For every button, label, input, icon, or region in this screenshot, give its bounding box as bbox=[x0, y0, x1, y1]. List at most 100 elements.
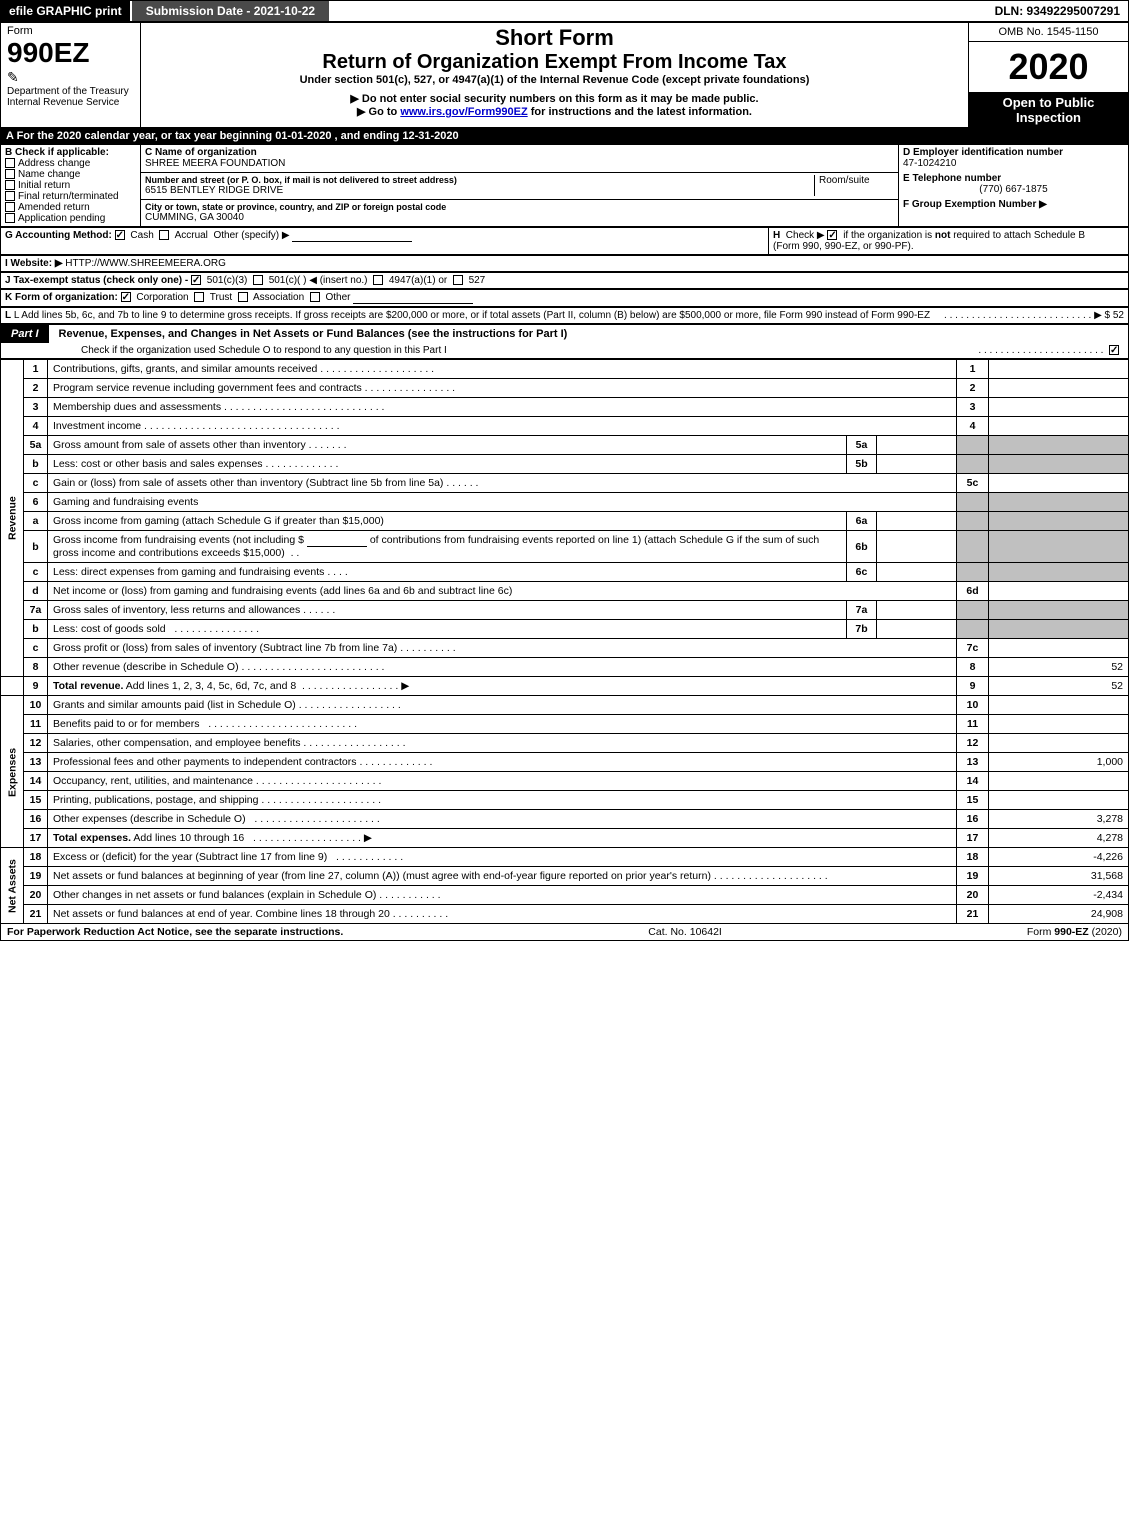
line-10-ref: 10 bbox=[957, 696, 989, 715]
line-6a-sub: 6a bbox=[847, 512, 877, 531]
opt-501c: 501(c)( ) ◀ (insert no.) bbox=[269, 275, 368, 286]
line-19-num: 19 bbox=[24, 867, 48, 886]
opt-501c3: 501(c)(3) bbox=[207, 275, 248, 286]
section-f-label: F Group Exemption Number ▶ bbox=[903, 199, 1124, 210]
line-6d-amt bbox=[989, 582, 1129, 601]
line-6c-num: c bbox=[24, 563, 48, 582]
checkbox-corporation[interactable] bbox=[121, 292, 131, 302]
line-7c-ref: 7c bbox=[957, 639, 989, 658]
line-12-text: Salaries, other compensation, and employ… bbox=[53, 737, 300, 749]
section-c-city-label: City or town, state or province, country… bbox=[145, 202, 894, 212]
checkbox-application-pending[interactable] bbox=[5, 213, 15, 223]
line-6b-subval bbox=[877, 531, 957, 563]
checkbox-initial-return[interactable] bbox=[5, 180, 15, 190]
org-name: SHREE MEERA FOUNDATION bbox=[145, 158, 894, 169]
part-1-title: Revenue, Expenses, and Changes in Net As… bbox=[49, 328, 568, 340]
section-g-h: G Accounting Method: Cash Accrual Other … bbox=[0, 227, 1129, 255]
section-h-text2: if the organization is not required to a… bbox=[843, 230, 1085, 241]
line-18-text: Excess or (deficit) for the year (Subtra… bbox=[53, 851, 327, 863]
opt-corporation: Corporation bbox=[136, 292, 188, 303]
checkbox-schedule-o[interactable] bbox=[1109, 345, 1119, 355]
opt-association: Association bbox=[253, 292, 304, 303]
opt-trust: Trust bbox=[210, 292, 232, 303]
line-17-text: Total expenses. bbox=[53, 832, 131, 844]
line-21-amt: 24,908 bbox=[989, 905, 1129, 924]
checkbox-501c3[interactable] bbox=[191, 275, 201, 285]
checkbox-address-change[interactable] bbox=[5, 158, 15, 168]
checkbox-527[interactable] bbox=[453, 275, 463, 285]
line-16-ref: 16 bbox=[957, 810, 989, 829]
irs-link[interactable]: www.irs.gov/Form990EZ bbox=[400, 106, 527, 118]
checkbox-4947[interactable] bbox=[373, 275, 383, 285]
checkbox-other-org[interactable] bbox=[310, 292, 320, 302]
section-k: K Form of organization: Corporation Trus… bbox=[0, 289, 1129, 307]
opt-initial-return: Initial return bbox=[18, 180, 70, 191]
line-11-amt bbox=[989, 715, 1129, 734]
checkbox-schedule-b[interactable] bbox=[827, 230, 837, 240]
section-i: I Website: ▶ HTTP://WWW.SHREEMEERA.ORG bbox=[0, 255, 1129, 272]
line-6b-text1: Gross income from fundraising events (no… bbox=[53, 534, 304, 546]
line-8-amt: 52 bbox=[989, 658, 1129, 677]
opt-final-return: Final return/terminated bbox=[18, 191, 119, 202]
line-5b-sub: 5b bbox=[847, 455, 877, 474]
line-1-ref: 1 bbox=[957, 360, 989, 379]
line-7a-sub: 7a bbox=[847, 601, 877, 620]
line-20-num: 20 bbox=[24, 886, 48, 905]
line-7b-sub: 7b bbox=[847, 620, 877, 639]
checkbox-name-change[interactable] bbox=[5, 169, 15, 179]
website-link[interactable]: HTTP://WWW.SHREEMEERA.ORG bbox=[65, 258, 226, 269]
opt-other-specify: Other (specify) ▶ bbox=[213, 230, 289, 241]
checkbox-cash[interactable] bbox=[115, 230, 125, 240]
checkbox-accrual[interactable] bbox=[159, 230, 169, 240]
irs: Internal Revenue Service bbox=[7, 97, 134, 108]
footer-center: Cat. No. 10642I bbox=[648, 926, 722, 938]
section-k-label: K Form of organization: bbox=[5, 292, 118, 303]
checkbox-amended-return[interactable] bbox=[5, 202, 15, 212]
line-1-amt bbox=[989, 360, 1129, 379]
part-1-table: Revenue 1 Contributions, gifts, grants, … bbox=[0, 359, 1129, 924]
efile-print-link[interactable]: efile GRAPHIC print bbox=[1, 1, 130, 21]
section-l: L L Add lines 5b, 6c, and 7b to line 9 t… bbox=[0, 307, 1129, 324]
form-label: Form bbox=[7, 25, 134, 37]
checkbox-association[interactable] bbox=[238, 292, 248, 302]
section-d-label: D Employer identification number bbox=[903, 147, 1124, 158]
line-20-text: Other changes in net assets or fund bala… bbox=[53, 889, 376, 901]
line-19-ref: 19 bbox=[957, 867, 989, 886]
line-13-amt: 1,000 bbox=[989, 753, 1129, 772]
line-9-amt: 52 bbox=[989, 677, 1129, 696]
line-17-arrow: ▶ bbox=[364, 832, 372, 844]
line-7b-text: Less: cost of goods sold bbox=[53, 623, 166, 635]
line-2-text: Program service revenue including govern… bbox=[53, 382, 362, 394]
footer-right: Form 990-EZ (2020) bbox=[1027, 926, 1122, 938]
line-18-num: 18 bbox=[24, 848, 48, 867]
line-15-text: Printing, publications, postage, and shi… bbox=[53, 794, 258, 806]
opt-4947: 4947(a)(1) or bbox=[389, 275, 447, 286]
checkbox-trust[interactable] bbox=[194, 292, 204, 302]
line-17-num: 17 bbox=[24, 829, 48, 848]
line-8-ref: 8 bbox=[957, 658, 989, 677]
section-h-check: Check ▶ bbox=[786, 230, 825, 241]
line-12-ref: 12 bbox=[957, 734, 989, 753]
line-3-text: Membership dues and assessments bbox=[53, 401, 221, 413]
line-6a-text: Gross income from gaming (attach Schedul… bbox=[53, 515, 384, 527]
line-7a-num: 7a bbox=[24, 601, 48, 620]
line-3-num: 3 bbox=[24, 398, 48, 417]
line-6c-text: Less: direct expenses from gaming and fu… bbox=[53, 566, 324, 578]
checkbox-501c[interactable] bbox=[253, 275, 263, 285]
line-4-text: Investment income bbox=[53, 420, 141, 432]
checkbox-final-return[interactable] bbox=[5, 191, 15, 201]
line-a: A For the 2020 calendar year, or tax yea… bbox=[0, 128, 1129, 144]
department: Department of the Treasury bbox=[7, 86, 134, 97]
line-11-num: 11 bbox=[24, 715, 48, 734]
line-3-ref: 3 bbox=[957, 398, 989, 417]
line-18-amt: -4,226 bbox=[989, 848, 1129, 867]
street-address: 6515 BENTLEY RIDGE DRIVE bbox=[145, 185, 814, 196]
line-12-num: 12 bbox=[24, 734, 48, 753]
line-6d-ref: 6d bbox=[957, 582, 989, 601]
line-5b-num: b bbox=[24, 455, 48, 474]
form-header: Form 990EZ ✎ Department of the Treasury … bbox=[0, 22, 1129, 128]
line-21-text: Net assets or fund balances at end of ye… bbox=[53, 908, 390, 920]
line-9-num: 9 bbox=[24, 677, 48, 696]
section-c-addr-label: Number and street (or P. O. box, if mail… bbox=[145, 175, 814, 185]
line-9-ref: 9 bbox=[957, 677, 989, 696]
